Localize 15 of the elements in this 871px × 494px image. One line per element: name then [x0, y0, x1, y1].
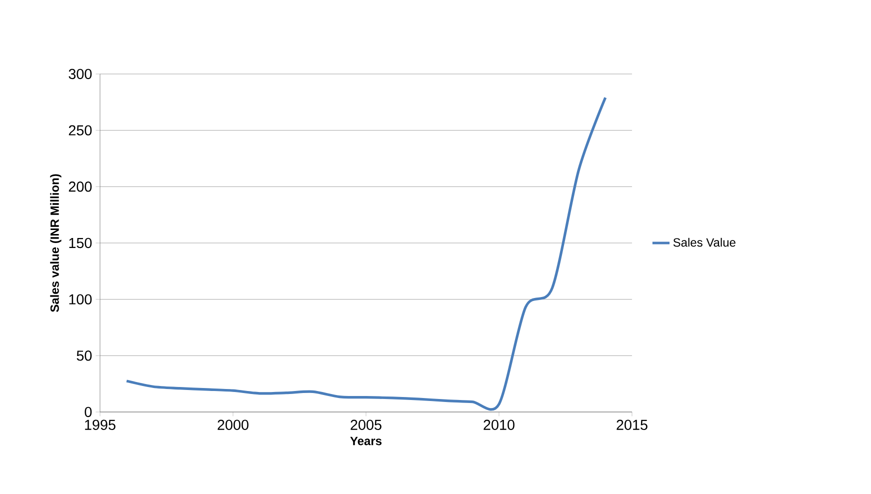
x-axis-title: Years	[350, 436, 382, 446]
y-tick-label: 150	[69, 238, 92, 248]
y-tick-label: 300	[68, 68, 92, 80]
y-tick-label: 100	[69, 294, 92, 304]
y-tick-label: 250	[68, 125, 92, 136]
y-tick-label: 50	[76, 350, 92, 361]
x-tick-label: 2005	[350, 420, 382, 430]
y-axis-title: Sales value (INR Million)	[50, 174, 62, 312]
x-tick-label: 2000	[218, 420, 248, 430]
x-tick-label: 2010	[484, 420, 514, 430]
y-tick-label: 200	[68, 182, 92, 192]
x-tick-label: 2015	[616, 420, 648, 430]
legend-label: Sales Value	[673, 238, 736, 247]
x-tick-label: 1995	[85, 420, 116, 430]
y-tick-label: 0	[84, 406, 92, 418]
